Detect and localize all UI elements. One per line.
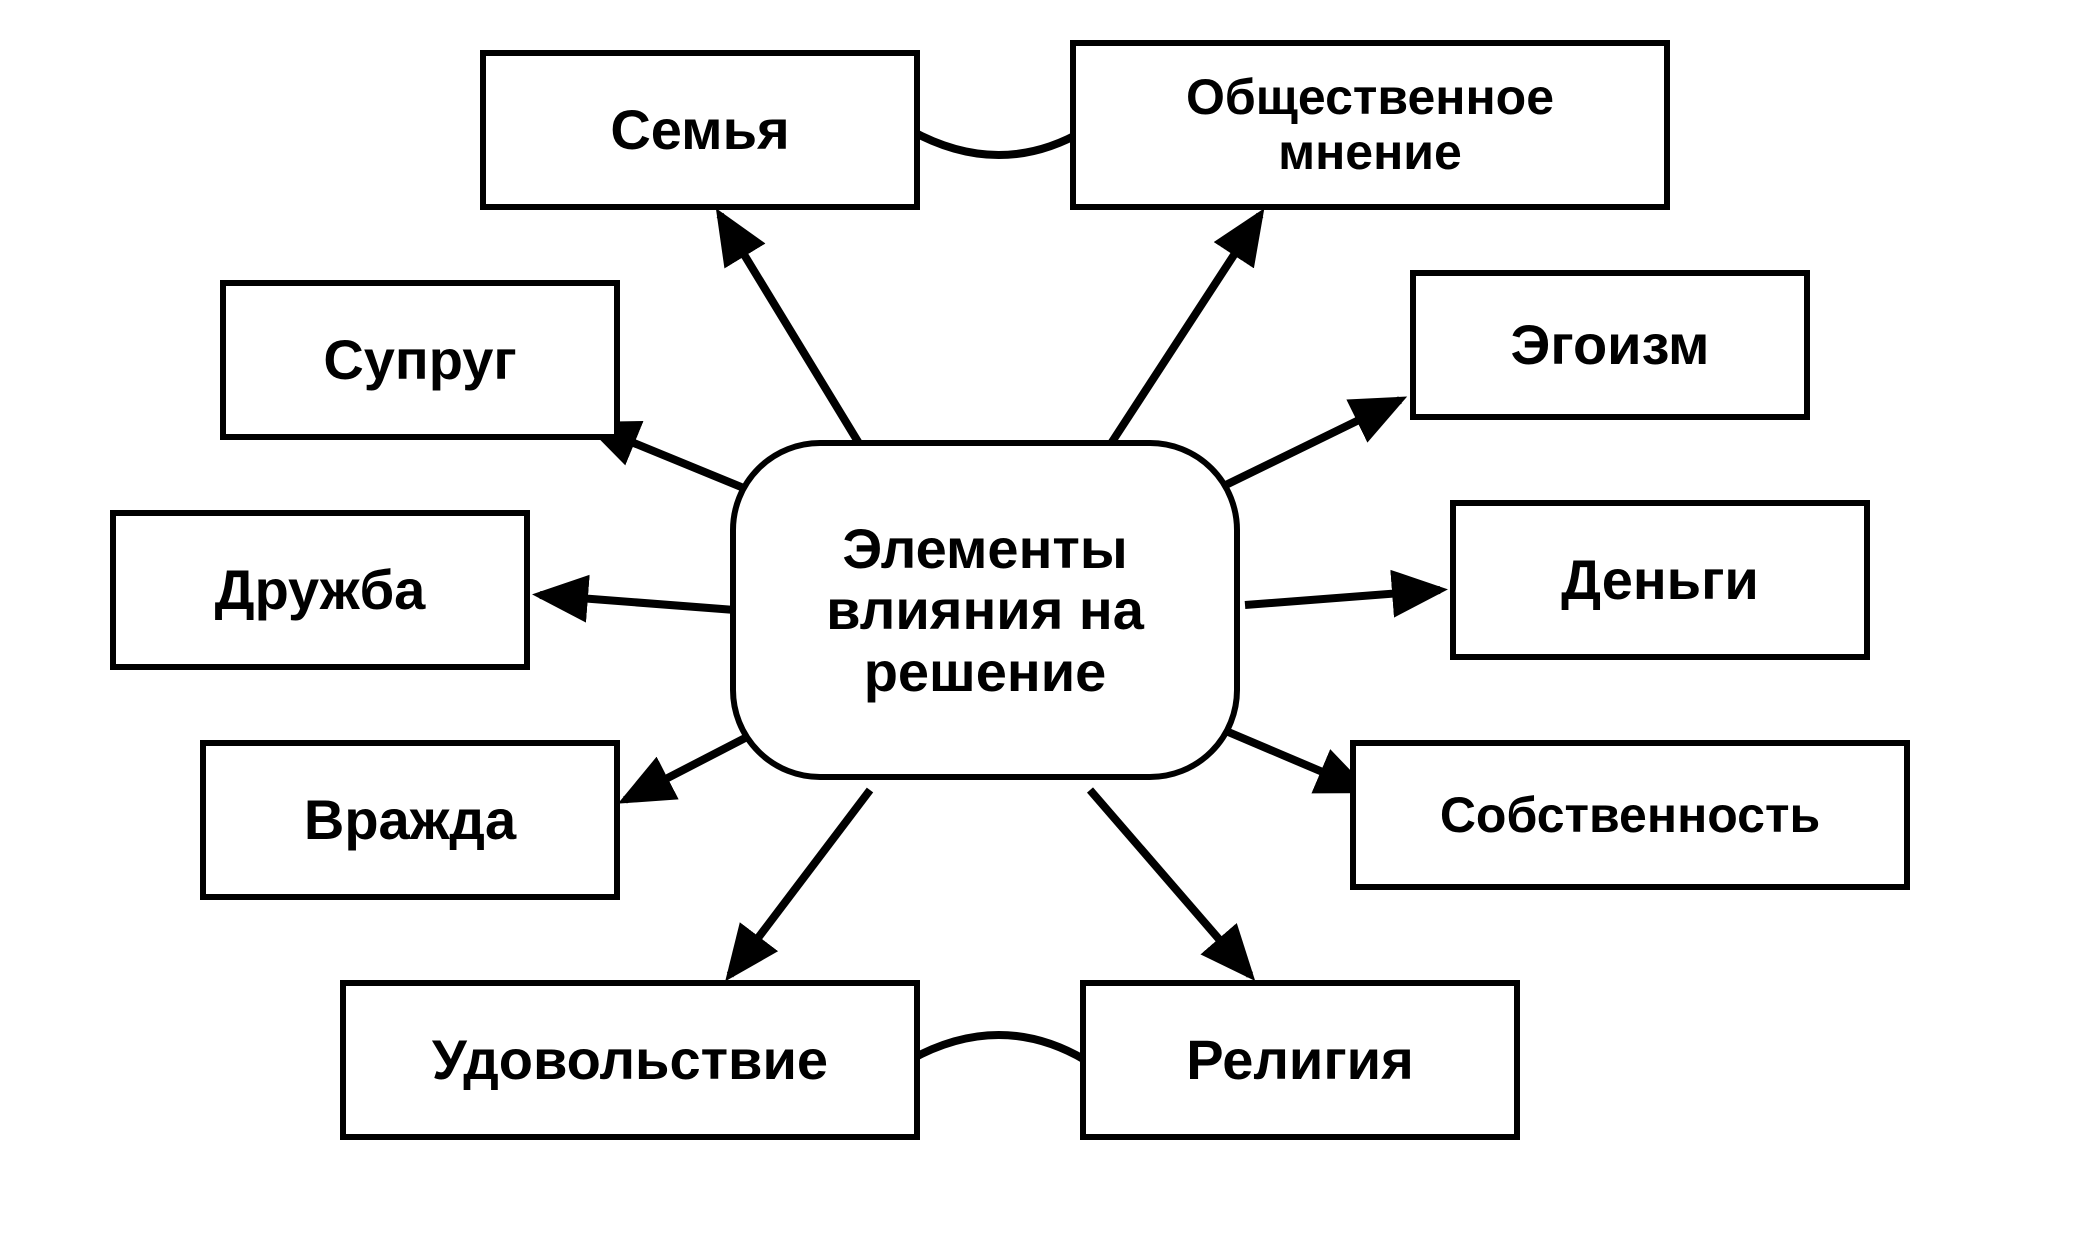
node-label-money: Деньги [1543, 549, 1777, 611]
node-label-property: Собственность [1422, 788, 1838, 843]
node-enmity: Вражда [200, 740, 620, 900]
node-property: Собственность [1350, 740, 1910, 890]
node-spouse: Супруг [220, 280, 620, 440]
node-ego: Эгоизм [1410, 270, 1810, 420]
node-friendship: Дружба [110, 510, 530, 670]
node-label-enmity: Вражда [286, 789, 534, 851]
arrow-0 [720, 215, 860, 445]
node-money: Деньги [1450, 500, 1870, 660]
node-religion: Религия [1080, 980, 1520, 1140]
arrow-4 [540, 595, 735, 610]
node-label-pleasure: Удовольствие [414, 1029, 846, 1091]
arrow-1 [1110, 215, 1260, 445]
curve-link-1 [910, 1035, 1085, 1060]
node-label-ego: Эгоизм [1493, 314, 1728, 376]
node-label-spouse: Супруг [305, 329, 534, 391]
node-family: Семья [480, 50, 920, 210]
arrow-9 [1090, 790, 1250, 975]
node-label-religion: Религия [1168, 1029, 1432, 1091]
node-label-center: Элементы влияния на решение [808, 518, 1162, 703]
node-label-opinion: Общественное мнение [1168, 70, 1572, 180]
arrow-5 [1245, 590, 1440, 605]
arrow-8 [730, 790, 870, 975]
node-pleasure: Удовольствие [340, 980, 920, 1140]
diagram-stage: Элементы влияния на решение Семья Обществе… [0, 0, 2088, 1236]
center-node: Элементы влияния на решение [730, 440, 1240, 780]
node-opinion: Общественное мнение [1070, 40, 1670, 210]
curve-link-0 [910, 130, 1085, 155]
node-label-family: Семья [592, 99, 807, 161]
node-label-friendship: Дружба [197, 559, 444, 621]
